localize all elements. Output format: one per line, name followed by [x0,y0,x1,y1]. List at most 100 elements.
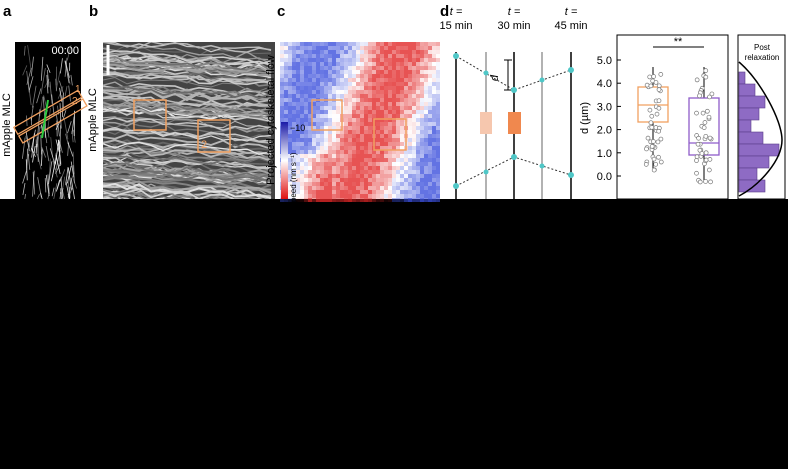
flow-cell [332,178,336,182]
fiber [67,188,73,198]
flow-cell [332,114,336,118]
flow-cell [344,194,348,198]
flow-cell [424,150,428,154]
fiber [45,174,50,197]
flow-cell [304,130,308,134]
fiber [59,155,62,165]
flow-cell [316,42,320,46]
flow-cell [360,78,364,82]
flow-cell [368,62,372,66]
flow-cell [384,150,388,154]
flow-cell [388,198,392,202]
flow-cell [392,102,396,106]
flow-cell [292,118,296,122]
flow-cell [416,46,420,50]
flow-cell [348,94,352,98]
flow-cell [424,90,428,94]
flow-cell [300,154,304,158]
flow-cell [368,74,372,78]
flow-cell [380,134,384,138]
flow-cell [352,54,356,58]
flow-cell [316,174,320,178]
point [647,107,653,113]
fiber [40,67,46,95]
fiber [54,139,60,165]
flow-cell [408,82,412,86]
flow-cell [400,138,404,142]
flow-cell [400,166,404,170]
flow-cell [376,74,380,78]
flow-cell [332,158,336,162]
flow-cell [396,194,400,198]
flow-cell [356,126,360,130]
flow-cell [284,94,288,98]
flow-cell [280,106,284,110]
flow-cell [372,106,376,110]
flow-cell [396,42,400,46]
flow-cell [436,138,440,142]
flow-cell [348,102,352,106]
flow-cell [408,178,412,182]
flow-cell [352,74,356,78]
flow-cell [360,86,364,90]
flow-cell [432,138,436,142]
roi-box [133,99,167,131]
flow-cell [300,198,304,202]
flow-cell [280,78,284,82]
flow-cell [320,54,324,58]
point [709,91,715,97]
flow-cell [312,138,316,142]
flow-cell [280,74,284,78]
flow-cell [436,154,440,158]
flow-cell [304,94,308,98]
roi-box [373,118,407,151]
flow-cell [312,74,316,78]
flow-cell [432,70,436,74]
flow-cell [380,138,384,142]
fiber [23,45,26,56]
flow-cell [344,134,348,138]
flow-cell [420,54,424,58]
flow-cell [320,66,324,70]
flow-cell [368,162,372,166]
flow-cell [384,126,388,130]
flow-cell [356,110,360,114]
flow-cell [300,162,304,166]
flow-cell [328,78,332,82]
flow-cell [380,86,384,90]
flow-cell [396,162,400,166]
flow-cell [328,178,332,182]
flow-cell [380,58,384,62]
flow-cell [328,150,332,154]
flow-cell [320,186,324,190]
flow-cell [428,110,432,114]
flow-cell [428,46,432,50]
flow-cell [376,122,380,126]
streak [103,177,272,193]
flow-cell [428,166,432,170]
flow-cell [336,86,340,90]
flow-cell [388,134,392,138]
flow-cell [388,70,392,74]
time-label: 45 min [554,20,587,32]
flow-cell [288,90,292,94]
flow-cell [316,74,320,78]
flow-cell [328,170,332,174]
flow-cell [424,74,428,78]
flow-cell [388,62,392,66]
flow-cell [392,118,396,122]
flow-cell [372,74,376,78]
flow-cell [436,58,440,62]
streak [103,58,272,74]
flow-cell [360,122,364,126]
flow-cell [428,106,432,110]
flow-cell [280,46,284,50]
flow-cell [364,62,368,66]
flow-cell [284,86,288,90]
flow-cell [312,162,316,166]
flow-cell [320,90,324,94]
flow-cell [432,130,436,134]
fiber [43,125,48,144]
fiber [46,69,50,88]
